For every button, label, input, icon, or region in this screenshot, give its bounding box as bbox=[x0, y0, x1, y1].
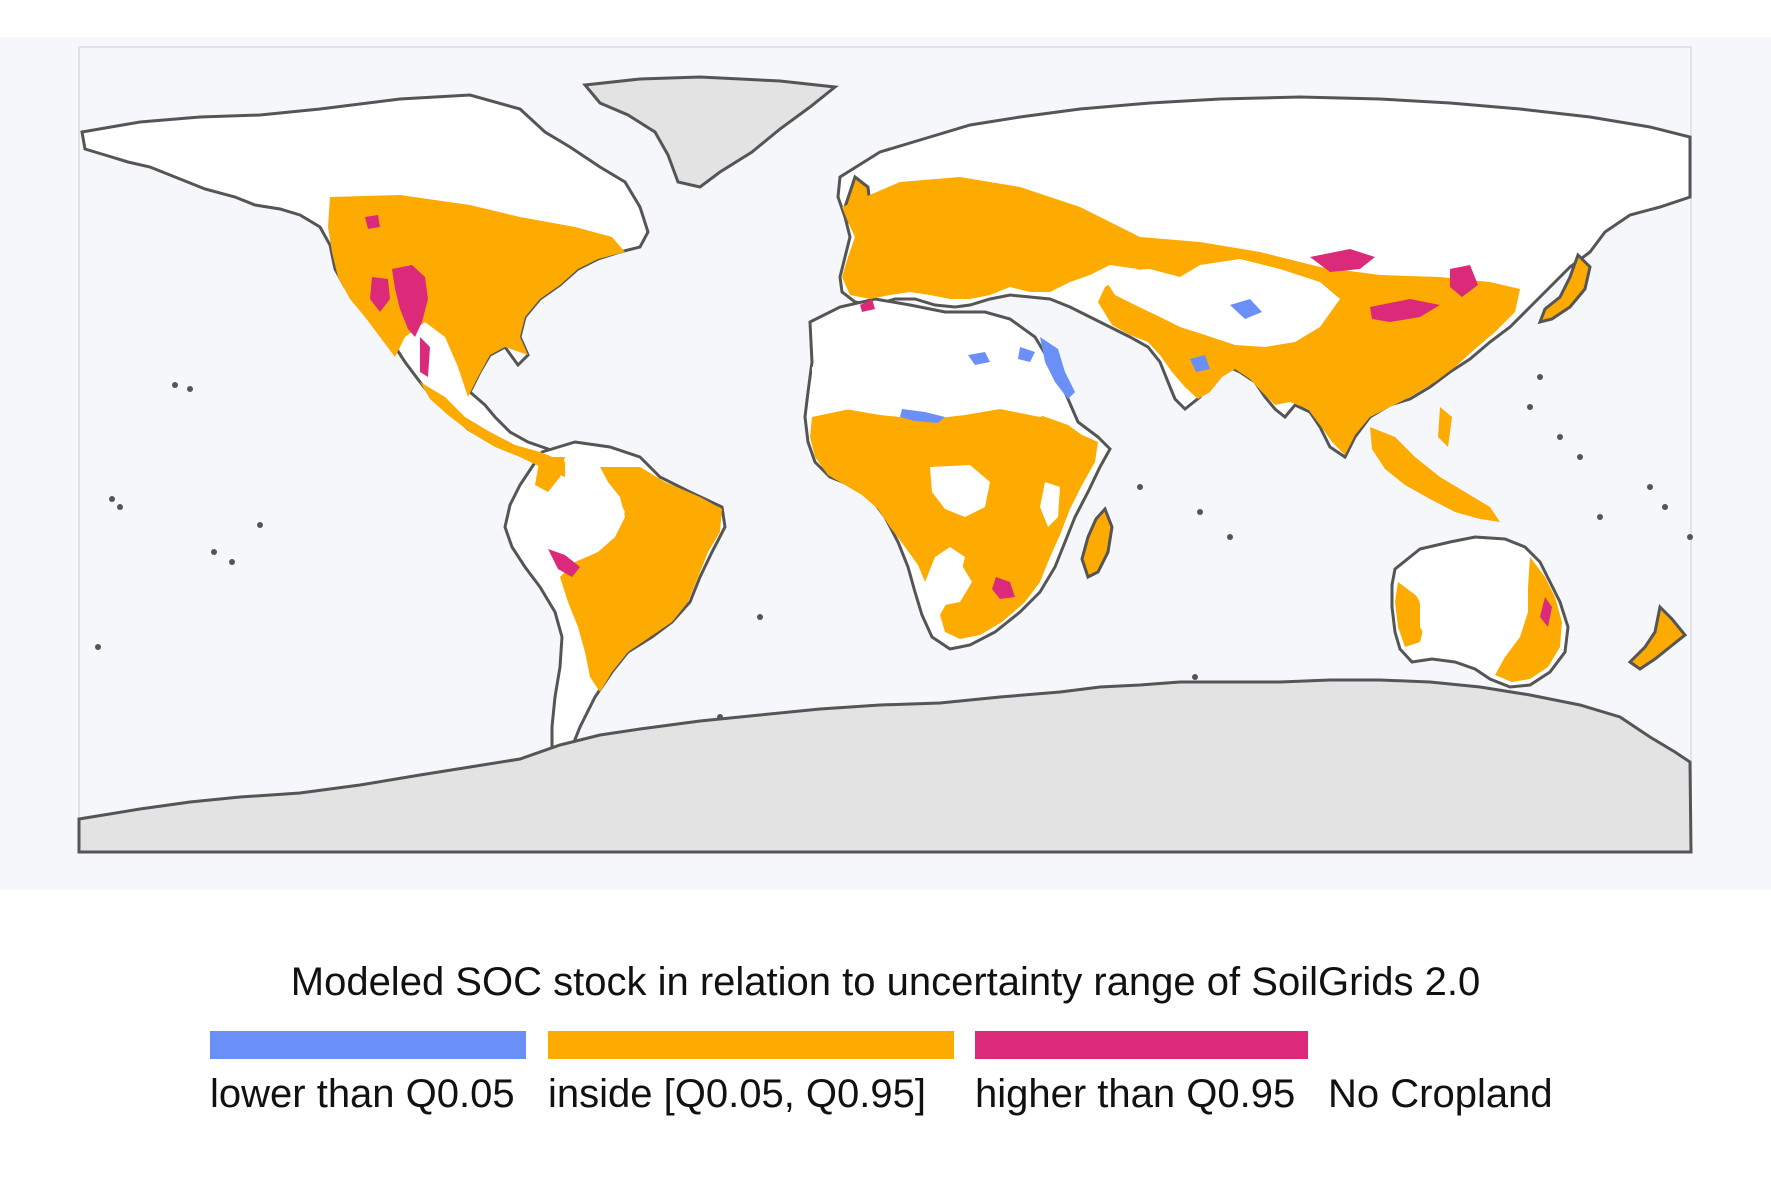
landmass-madagascar bbox=[1080, 506, 1114, 580]
legend-swatch-lower bbox=[210, 1031, 526, 1059]
legend-swatch-inside bbox=[548, 1031, 954, 1059]
legend-swatch-higher bbox=[975, 1031, 1308, 1059]
landmass-greenland bbox=[582, 75, 839, 189]
no-cropland-patches bbox=[555, 259, 1525, 657]
map-panel bbox=[0, 37, 1771, 890]
landmass-new-zealand bbox=[1627, 603, 1688, 671]
legend-label-inside: inside [Q0.05, Q0.95] bbox=[548, 1072, 927, 1116]
legend: Modeled SOC stock in relation to uncerta… bbox=[0, 950, 1771, 1150]
landmass-antarctica bbox=[77, 678, 1693, 854]
legend-title: Modeled SOC stock in relation to uncerta… bbox=[290, 960, 1481, 1004]
legend-label-no-cropland: No Cropland bbox=[1328, 1072, 1553, 1116]
cropland-lower-range bbox=[900, 299, 1262, 423]
landmass-japan bbox=[1537, 252, 1592, 325]
cropland-higher-range bbox=[365, 215, 1552, 627]
legend-label-higher: higher than Q0.95 bbox=[975, 1072, 1296, 1116]
islands bbox=[95, 374, 1693, 720]
legend-label-lower: lower than Q0.05 bbox=[210, 1072, 515, 1116]
world-map bbox=[77, 46, 1693, 854]
legend-swatch-no-cropland bbox=[1328, 1031, 1558, 1059]
